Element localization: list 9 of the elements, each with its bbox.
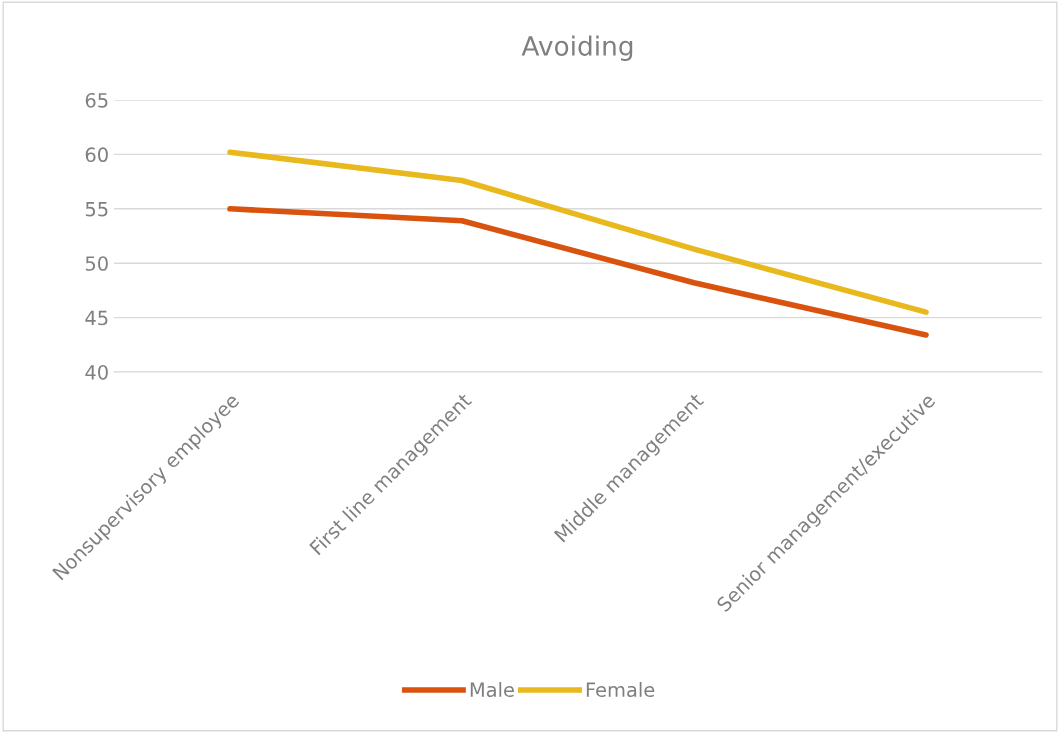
y-tick-label: 45 <box>85 310 108 326</box>
y-tick-label: 60 <box>85 147 108 163</box>
y-tick-label: 50 <box>85 256 108 271</box>
chart-title: Avoiding <box>521 35 633 62</box>
y-tick-label: 55 <box>85 202 108 217</box>
y-tick-label: 65 <box>85 92 108 108</box>
legend-label: Female <box>586 682 655 698</box>
y-tick-label: 40 <box>85 364 108 380</box>
legend-label: Male <box>470 682 514 698</box>
